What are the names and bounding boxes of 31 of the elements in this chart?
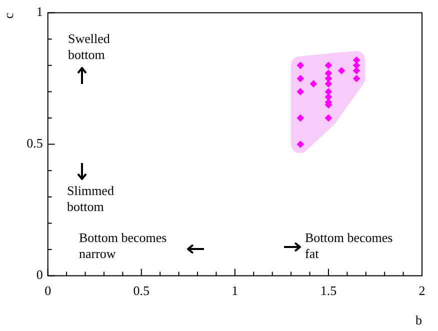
annotation: Bottom becomes narrow bbox=[79, 230, 168, 262]
x-tick-label: 0.5 bbox=[133, 283, 150, 298]
x-tick-label: 2 bbox=[418, 283, 426, 298]
point bbox=[353, 75, 360, 82]
point bbox=[324, 114, 332, 122]
point bbox=[296, 88, 304, 96]
y-tick-label: 1 bbox=[36, 4, 43, 20]
point bbox=[353, 62, 360, 69]
y-tick-label: 0 bbox=[36, 267, 43, 282]
point bbox=[324, 75, 332, 82]
point bbox=[338, 67, 346, 74]
point bbox=[324, 62, 332, 69]
annotation: Swelled bottom bbox=[68, 31, 111, 63]
point bbox=[310, 80, 317, 88]
x-tick-label: 1 bbox=[232, 283, 238, 298]
point bbox=[324, 70, 332, 77]
y-tick-label: 0.5 bbox=[26, 136, 43, 151]
point bbox=[324, 93, 332, 100]
annotation: Slimmed bottom bbox=[67, 183, 115, 215]
point bbox=[353, 67, 360, 74]
annotation: Bottom becomes fat bbox=[305, 230, 394, 262]
point bbox=[324, 88, 332, 96]
point bbox=[296, 62, 304, 69]
y-axis-title: c bbox=[1, 12, 16, 19]
point bbox=[353, 56, 360, 64]
point bbox=[296, 75, 304, 82]
point bbox=[296, 140, 304, 148]
x-tick-label: 1.5 bbox=[320, 283, 337, 298]
x-axis-title: b bbox=[416, 312, 422, 328]
point bbox=[324, 80, 332, 88]
point bbox=[296, 114, 304, 122]
